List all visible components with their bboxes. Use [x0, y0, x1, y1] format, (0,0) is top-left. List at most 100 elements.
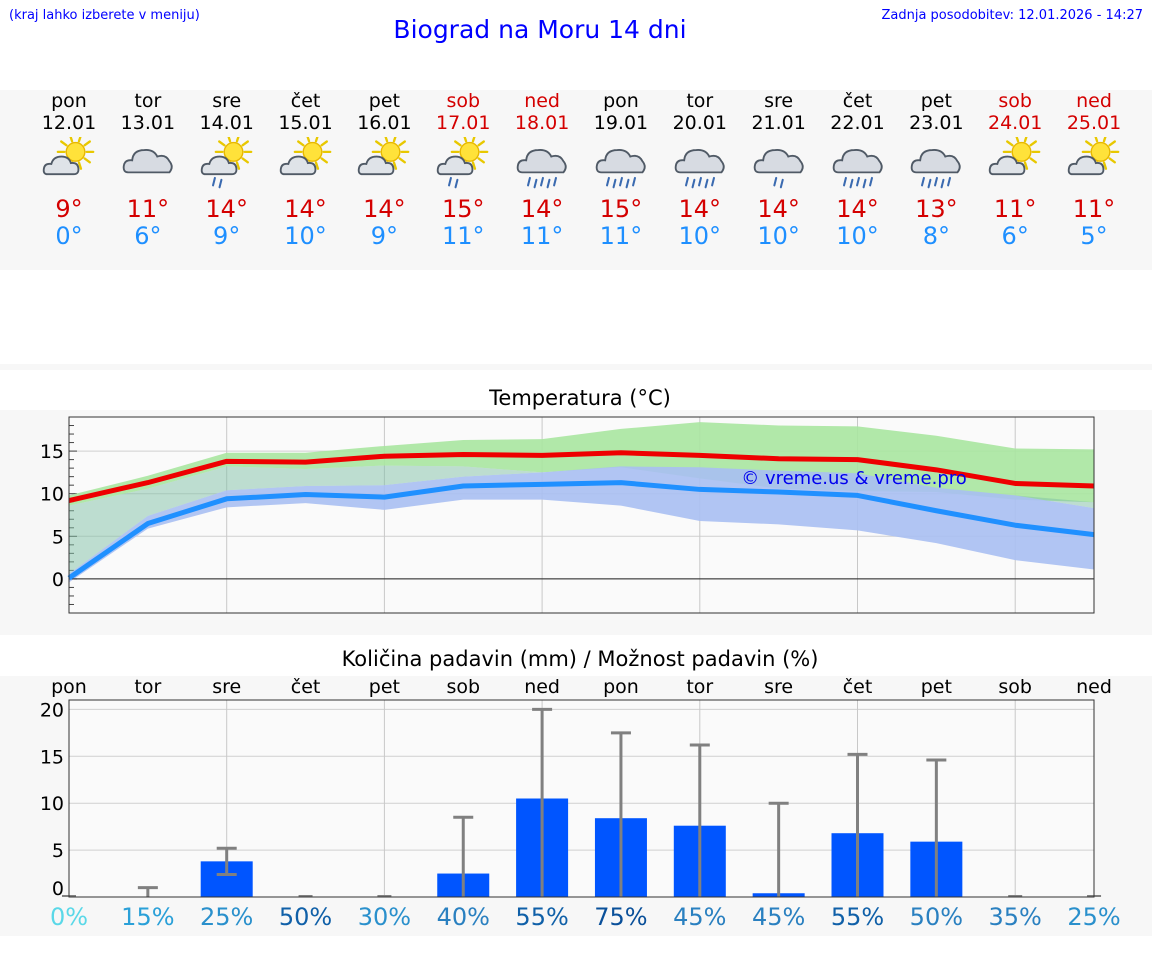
min-temperature: 9°: [370, 222, 399, 250]
cloud-icon: [595, 149, 646, 174]
max-temperature: 14°: [678, 195, 722, 223]
y-tick-label: 15: [40, 746, 64, 768]
min-temperature: 10°: [836, 222, 879, 250]
page-title: Biograd na Moru 14 dni: [393, 15, 687, 44]
cloud-icon: [279, 155, 316, 176]
y-tick-label: 10: [40, 793, 64, 815]
precipitation-day-label: čet: [842, 676, 873, 698]
day-date: 24.01: [987, 112, 1043, 134]
min-temperature: 10°: [757, 222, 800, 250]
precipitation-probability: 25%: [200, 903, 254, 931]
min-temperature: 9°: [213, 222, 241, 250]
precipitation-probability: 0%: [49, 903, 89, 931]
precipitation-day-label: ned: [1076, 676, 1112, 698]
rain-drops-icon: [684, 176, 715, 189]
max-temperature: 15°: [441, 195, 485, 223]
y-tick-label: 5: [52, 840, 64, 862]
min-temperature: 5°: [1080, 222, 1108, 250]
day-name: sre: [212, 90, 242, 112]
y-tick-label: 5: [52, 526, 64, 548]
cloud-icon: [358, 155, 395, 176]
y-tick-label: 10: [40, 484, 64, 506]
cloud-rain-icon: [832, 149, 883, 189]
cloud-icon: [42, 155, 80, 176]
precipitation-day-label: tor: [134, 676, 162, 698]
precipitation-probability: 40%: [436, 903, 490, 931]
precipitation-day-label: sre: [212, 676, 242, 698]
day-date: 14.01: [199, 112, 254, 134]
cloud-icon: [122, 149, 173, 174]
precipitation-day-label: sre: [764, 676, 794, 698]
day-date: 15.01: [278, 112, 333, 134]
divider: [0, 364, 1152, 370]
min-temperature-line: [67, 480, 1095, 581]
max-temperature: 13°: [915, 195, 958, 223]
rain-drops-icon: [448, 176, 459, 189]
min-temperature: 8°: [922, 222, 950, 250]
day-date: 17.01: [436, 112, 491, 134]
precipitation-probability: 15%: [121, 903, 175, 931]
sun-cloud-icon: [279, 137, 331, 176]
precipitation-probability: 50%: [278, 903, 333, 931]
day-date: 23.01: [909, 112, 964, 134]
cloud-drizzle-icon: [753, 149, 804, 189]
day-column: tor 20.01 14° 10°: [661, 90, 739, 250]
location-hint: (kraj lahko izberete v meniju): [9, 8, 200, 23]
max-temperature: 14°: [836, 195, 879, 223]
temperature-chart-title: Temperatura (°C): [489, 386, 671, 410]
day-column: sre 14.01 14° 9°: [188, 90, 266, 250]
precipitation-day-label: pon: [603, 676, 639, 698]
precipitation-chart: 0 5 10 15 20: [40, 699, 1102, 900]
min-temperature: 11°: [520, 222, 564, 250]
precipitation-chart-title: Količina padavin (mm) / Možnost padavin …: [341, 647, 819, 671]
temperature-chart: © vreme.us & vreme.pro 0 5 10 15: [40, 416, 1095, 614]
y-tick-label: 20: [40, 699, 64, 721]
plot-border: [68, 699, 1095, 898]
cloud-icon: [988, 155, 1026, 176]
day-column: tor 13.01 11° 6°: [109, 90, 187, 250]
day-date: 18.01: [514, 112, 570, 134]
precipitation-day-label: sob: [998, 676, 1032, 698]
day-date: 19.01: [593, 112, 649, 134]
min-temperature: 10°: [678, 222, 722, 250]
day-name: tor: [686, 90, 714, 112]
precipitation-day-label: pet: [920, 676, 952, 698]
day-column: sob 24.01 11° 6°: [976, 90, 1054, 250]
precipitation-day-label: tor: [686, 676, 714, 698]
max-temperature: 14°: [520, 195, 564, 223]
day-date: 13.01: [120, 112, 176, 134]
precipitation-probability: 30%: [357, 903, 412, 931]
day-name: pon: [51, 90, 87, 112]
precipitation-probability: 45%: [673, 903, 727, 931]
min-temperature: 6°: [1001, 222, 1029, 250]
day-column: pet 23.01 13° 8°: [897, 90, 975, 250]
day-name: čet: [290, 90, 321, 112]
day-name: sre: [764, 90, 794, 112]
precipitation-probability: 45%: [751, 903, 806, 931]
cloud-icon: [516, 149, 567, 174]
precipitation-day-label: pon: [51, 676, 87, 698]
day-name: sob: [998, 90, 1032, 112]
precipitation-day-label: ned: [524, 676, 560, 698]
rain-drops-icon: [527, 176, 558, 189]
day-name: tor: [134, 90, 162, 112]
cloud-icon: [753, 149, 804, 174]
day-name: pet: [920, 90, 952, 112]
cloud-icon: [832, 149, 883, 174]
cloud-rain-icon: [516, 149, 567, 189]
cloud-rain-icon: [595, 149, 646, 189]
day-name: pon: [603, 90, 639, 112]
max-temperature: 14°: [363, 195, 406, 223]
y-tick-label: 0: [52, 569, 64, 591]
cloud-icon: [1067, 155, 1105, 176]
max-temperature-line: [68, 450, 1095, 503]
day-date: 21.01: [751, 112, 806, 134]
sun-cloud-icon: [42, 137, 95, 176]
cloud-rain-icon: [911, 149, 962, 189]
day-name: ned: [1076, 90, 1112, 112]
max-temperature: 14°: [284, 195, 327, 223]
max-temperature: 9°: [55, 195, 83, 223]
last-update: Zadnja posodobitev: 12.01.2026 - 14:27: [881, 8, 1143, 23]
max-temperature: 11°: [1072, 195, 1116, 223]
min-temperature: 6°: [134, 222, 162, 250]
